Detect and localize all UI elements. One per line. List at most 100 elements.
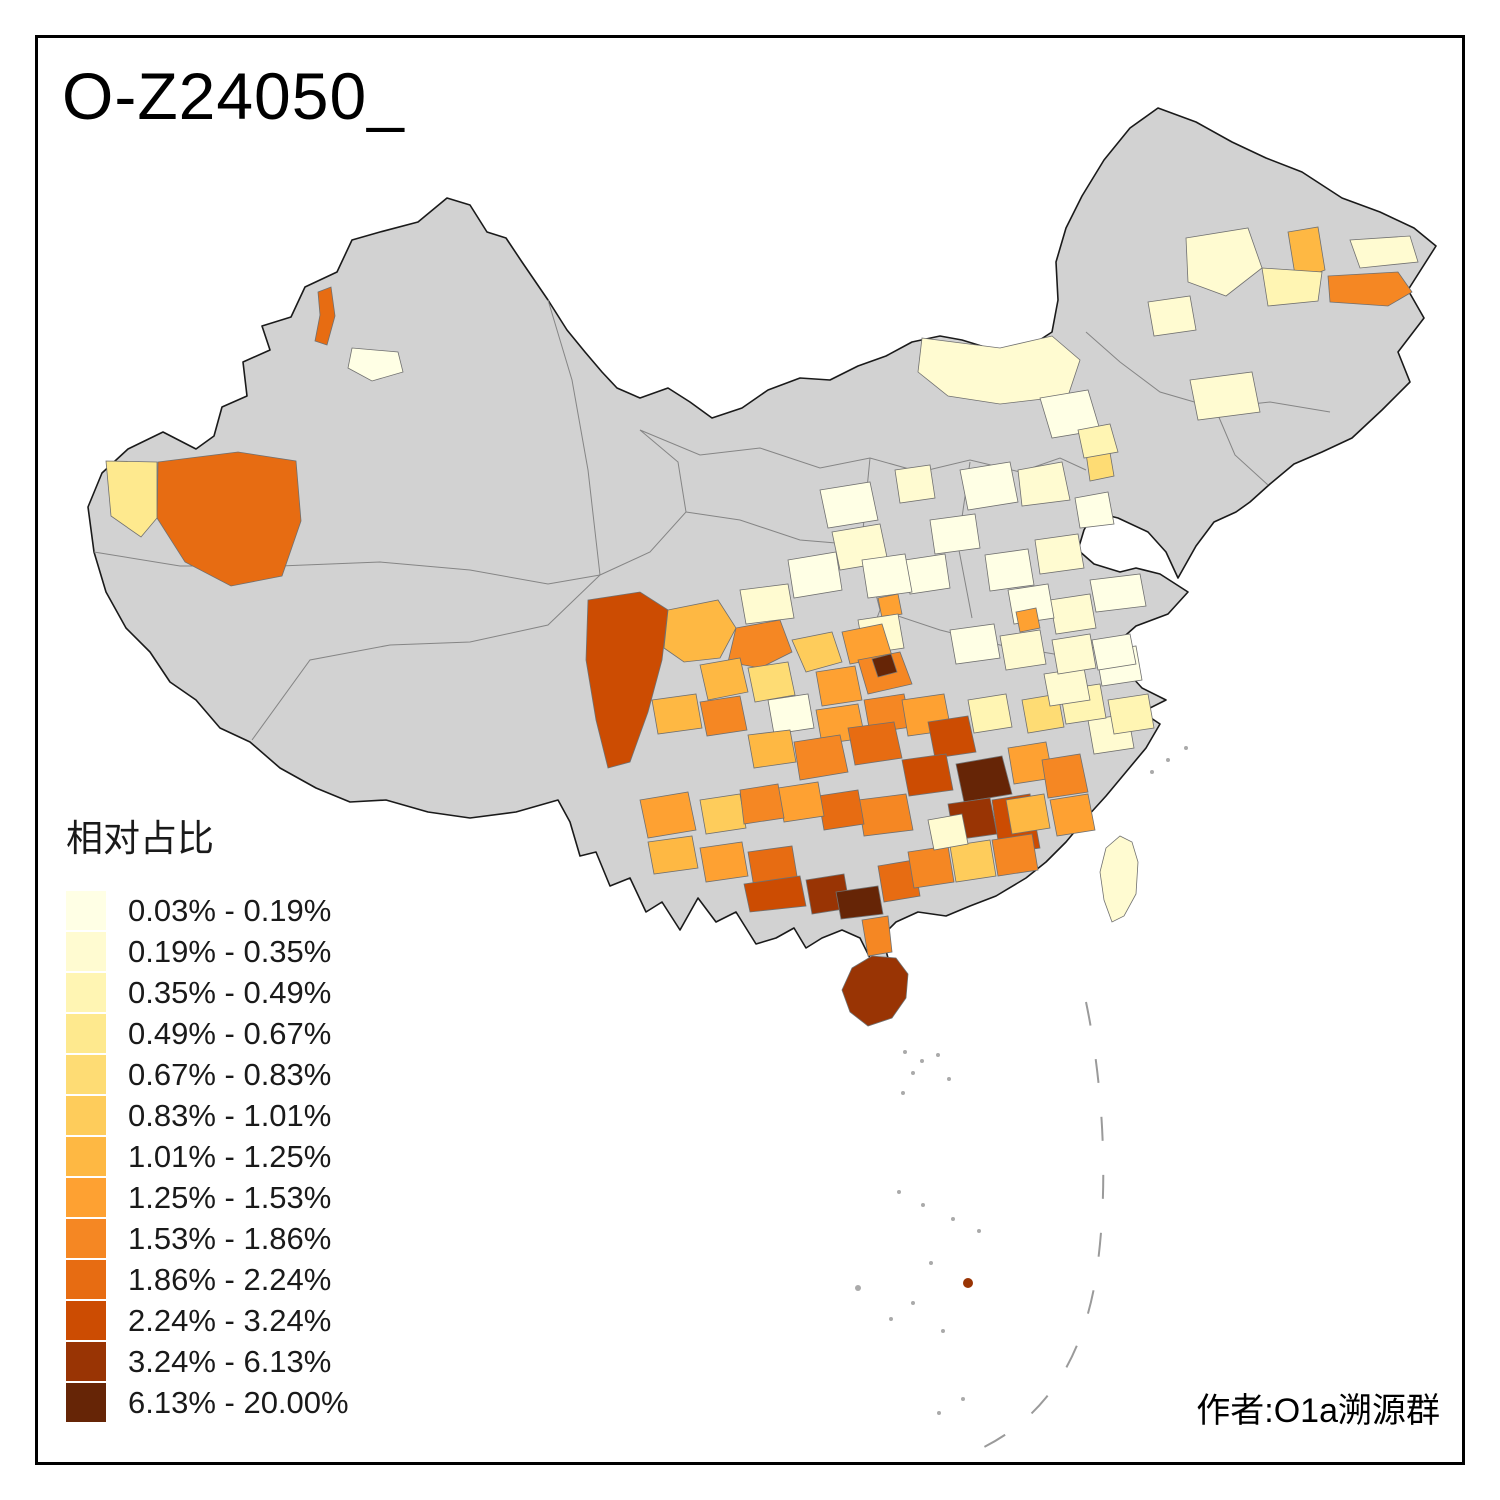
legend-swatch [66,1383,106,1422]
map-region-northchina-6 [1034,533,1085,575]
small-island [889,1317,893,1321]
map-region-guangdong-2 [991,833,1039,877]
legend-item: 1.53% - 1.86% [66,1218,349,1259]
map-region-shandong-1 [1089,573,1147,613]
map-region-shaanxi-orange [877,593,903,619]
map-region-sichuan-6 [815,665,863,707]
province-border [251,574,601,741]
map-region-guangdong-pale [927,813,969,851]
map-region-shandong-2 [1049,593,1097,635]
legend-swatch [66,1014,106,1053]
map-region-hubei-pale [967,693,1013,734]
legend-label: 0.83% - 1.01% [128,1097,332,1133]
map-region-ne-2 [1287,226,1326,282]
map-region-sichuan-2 [791,631,843,673]
map-region-kashgar [105,460,158,538]
legend-swatch [66,1178,106,1217]
province-border [639,429,1087,473]
map-region-guangdong-3 [1005,793,1051,835]
sea-boundary-dash [977,1001,1105,1451]
small-island [897,1190,901,1194]
province-border [93,551,601,585]
legend-item: 0.83% - 1.01% [66,1095,349,1136]
map-region-northchina-3 [1074,491,1115,529]
legend-item: 2.24% - 3.24% [66,1300,349,1341]
map-region-jiangxi-1 [1041,753,1089,799]
map-region-sichuan-5 [747,661,796,703]
map-region-yunnan-2 [647,835,699,875]
legend-items: 0.03% - 0.19% 0.19% - 0.35% 0.35% - 0.49% 0… [66,890,349,1423]
legend-swatch [66,1301,106,1340]
map-region-chongqing-dark [871,653,898,678]
legend-swatch [66,1342,106,1381]
map-region-guizhou-1 [793,734,849,781]
legend-item: 1.86% - 2.24% [66,1259,349,1300]
map-region-sichuan-1 [727,619,793,669]
map-region-guangxi-dark [835,885,884,920]
legend-label: 0.49% - 0.67% [128,1015,332,1051]
legend-item: 0.49% - 0.67% [66,1013,349,1054]
small-island [941,1329,945,1333]
legend-title: 相对占比 [66,818,214,859]
map-region-hubei-2 [999,629,1047,671]
map-region-yunnan-3 [699,841,749,883]
legend-label: 6.13% - 20.00% [128,1384,349,1420]
province-border [547,299,601,576]
legend-item: 0.35% - 0.49% [66,972,349,1013]
map-region-henan-1 [984,548,1035,592]
map-region-fujian-orange [1049,793,1096,837]
legend-label: 0.67% - 0.83% [128,1056,332,1092]
legend: 相对占比 0.03% - 0.19% 0.19% - 0.35% 0.35% - 0… [66,808,349,1423]
map-region-hebei-1 [904,553,951,595]
legend-swatch [66,1219,106,1258]
small-island [936,1053,940,1057]
map-region-guizhou-2 [847,721,903,766]
small-island [911,1301,915,1305]
small-island [977,1229,981,1233]
map-region-anhui-2 [1051,633,1097,675]
map-region-ne-1 [1185,227,1263,297]
province-border [1085,331,1331,413]
map-region-jiangsu-2 [1091,633,1137,671]
map-region-ne-4 [1327,271,1413,307]
legend-swatch [66,1096,106,1135]
legend-label: 0.35% - 0.49% [128,974,332,1010]
map-region-hunan-3 [901,753,954,797]
map-region-shaanxi-3 [861,553,913,599]
map-region-ne-5 [1349,235,1419,269]
map-region-ne-7 [1189,371,1261,421]
legend-swatch [66,932,106,971]
legend-label: 1.86% - 2.24% [128,1261,332,1297]
legend-swatch [66,891,106,930]
attribution-text: 作者:O1a溯源群 [1196,1392,1440,1430]
legend-label: 1.25% - 1.53% [128,1179,332,1215]
small-island [855,1285,861,1291]
map-region-ne-6 [1147,295,1197,337]
map-region-gansu-1 [787,551,843,599]
map-region-hubei-1 [949,623,1001,665]
map-region-hotan [156,451,302,587]
legend-item: 0.03% - 0.19% [66,890,349,931]
legend-item: 1.25% - 1.53% [66,1177,349,1218]
map-region-ganzi [585,591,669,769]
map-region-northchina-4 [1077,423,1119,459]
map-region-northchina-1 [959,461,1019,511]
map-region-sichuan-4 [699,657,749,701]
legend-item: 6.13% - 20.00% [66,1382,349,1423]
map-region-sichuan-white [767,693,815,735]
map-region-sichuan-10 [747,729,797,769]
small-island [920,1059,924,1063]
map-region-guizhou-4 [817,789,865,831]
map-region-taiwan [1099,835,1139,923]
province-border [599,429,687,576]
map-region-yunnan-1 [639,791,697,839]
map-region-anhui-1 [1043,667,1091,707]
map-region-guizhou-3 [857,793,914,837]
province-border [685,511,861,546]
legend-item: 0.19% - 0.35% [66,931,349,972]
map-region-yunnan-5 [699,793,747,835]
small-island [951,1217,955,1221]
map-region-gansu-2 [739,583,795,625]
small-island [947,1077,951,1081]
